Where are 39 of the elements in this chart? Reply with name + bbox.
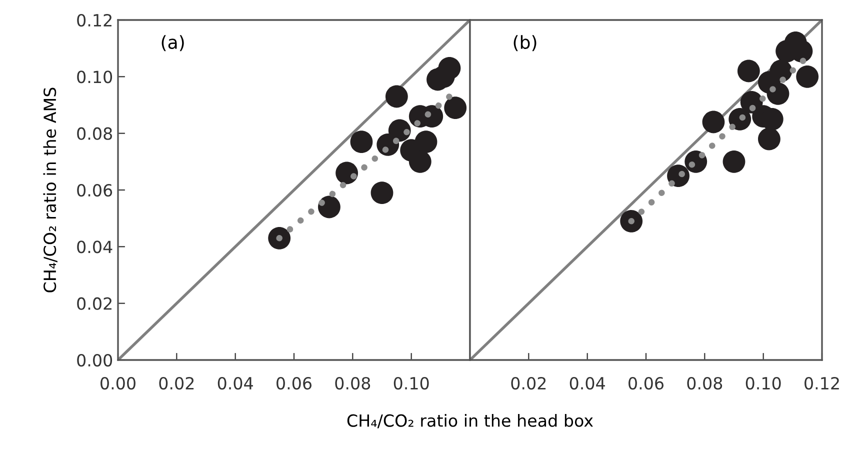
x-tick-label: 0.12 (804, 376, 839, 390)
point (620, 210, 643, 232)
point (385, 85, 408, 108)
point (336, 162, 358, 184)
point (408, 150, 432, 173)
annotation: (a) (162, 35, 184, 52)
x-tick-label: 0.10 (394, 376, 429, 390)
y-tick-label: 0.06 (77, 184, 112, 197)
x-tick-label: 0.02 (511, 376, 546, 390)
point (758, 128, 780, 150)
y-tick-label: 0.00 (77, 354, 112, 367)
y-axis-title: CH₄/CO₂ ratio in the AMS (43, 88, 58, 292)
x-tick-label: 0.06 (628, 376, 664, 390)
x-tick-label: 0.08 (687, 376, 722, 390)
point (444, 96, 467, 120)
y-tick-label: 0.02 (77, 297, 112, 310)
point (318, 196, 340, 218)
x-tick-label: 0.08 (335, 376, 370, 390)
point (370, 182, 394, 204)
y-tick-label: 0.08 (77, 127, 112, 140)
x-tick-label: 0.02 (159, 376, 194, 390)
point (438, 56, 461, 80)
y-tick-label: 0.10 (77, 70, 112, 84)
y-tick-label: 0.04 (77, 240, 112, 254)
y-tick-label: 0.12 (77, 14, 112, 27)
x-tick-label: 0.06 (276, 376, 312, 390)
point (722, 150, 746, 173)
point (737, 60, 760, 82)
x-axis-title: CH₄/CO₂ ratio in the head box (347, 414, 593, 428)
x-tick-label: 0.00 (100, 376, 136, 390)
x-tick-label: 0.10 (746, 376, 781, 390)
point (268, 226, 291, 250)
annotation: (b) (514, 35, 536, 52)
x-tick-label: 0.04 (218, 376, 253, 390)
point (796, 65, 819, 88)
point (350, 130, 373, 154)
point (414, 130, 438, 154)
x-tick-label: 0.04 (570, 376, 605, 390)
point (702, 110, 725, 134)
